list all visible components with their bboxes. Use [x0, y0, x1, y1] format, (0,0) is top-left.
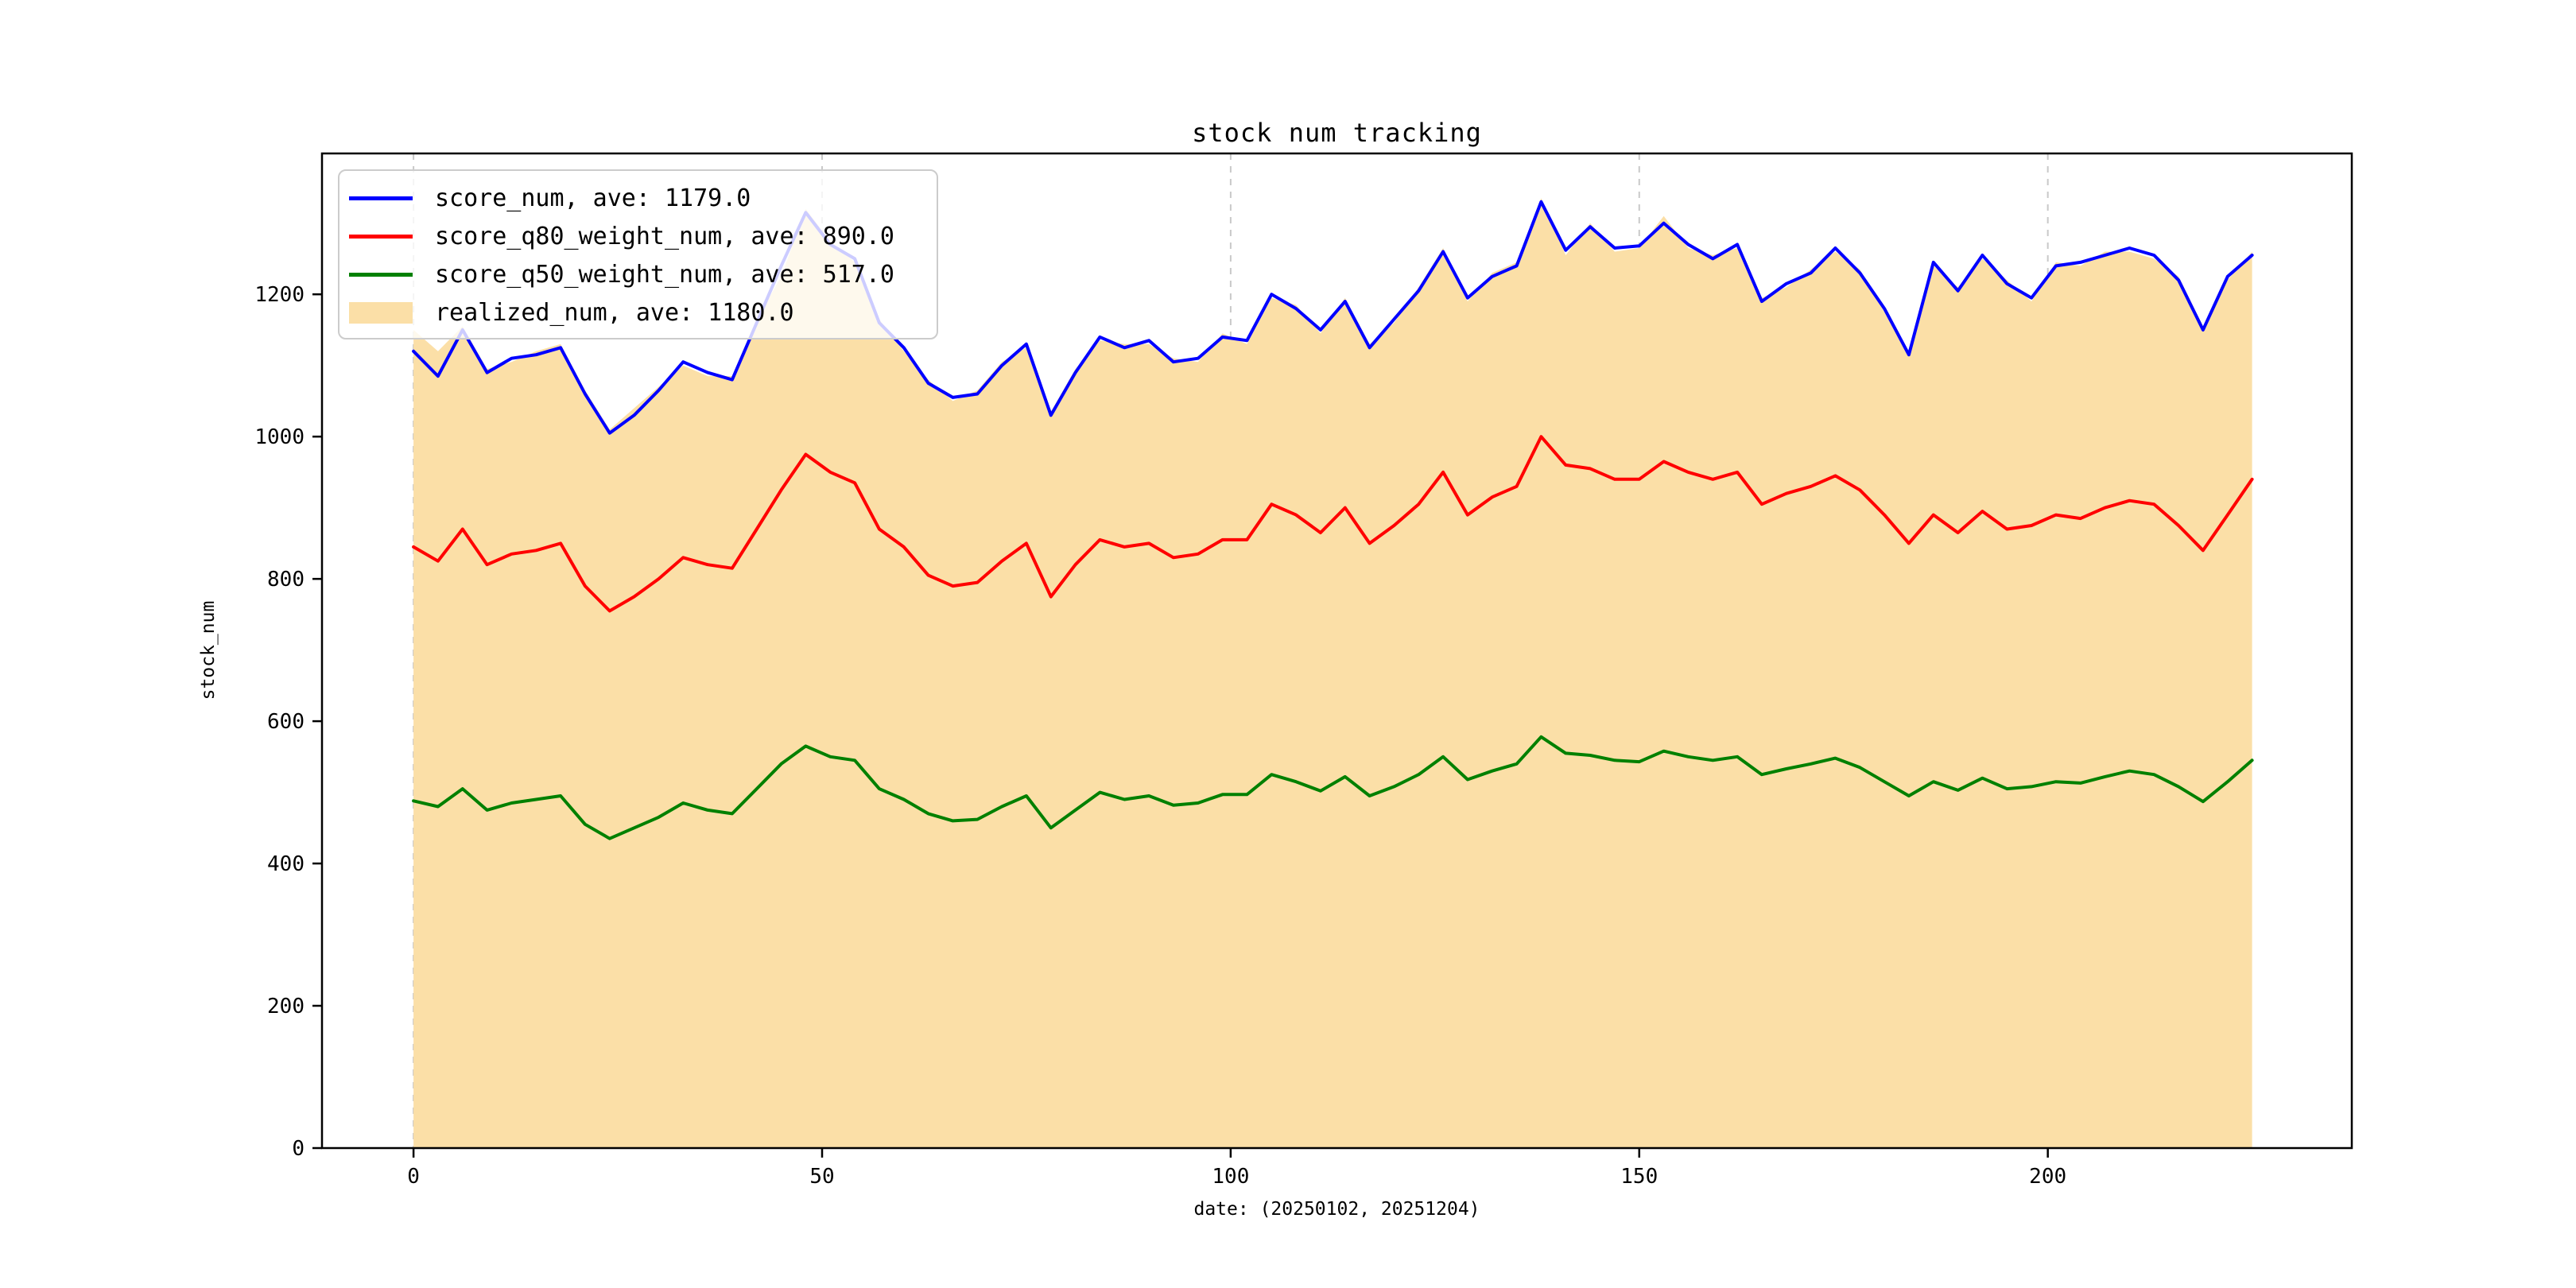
y-tick-label-200: 200	[267, 995, 305, 1018]
legend-label-realized-num: realized_num, ave: 1180.0	[435, 298, 794, 327]
y-tick-label-1200: 1200	[254, 283, 305, 307]
legend-row-score-q80-weight-num: score_q80_weight_num, ave: 890.0	[349, 217, 937, 255]
x-tick-label-150: 150	[1620, 1165, 1658, 1189]
legend-patch-swatch-realized-num	[349, 301, 413, 324]
legend-line-swatch-score-num	[349, 196, 413, 200]
legend: score_num, ave: 1179.0 score_q80_weight_…	[338, 169, 938, 339]
y-tick-label-800: 800	[267, 568, 305, 592]
line-score_q50_weight_num	[412, 735, 2254, 840]
legend-row-realized-num: realized_num, ave: 1180.0	[349, 293, 937, 332]
y-tick-label-0: 0	[292, 1137, 305, 1161]
legend-line-swatch-score-q50-weight-num	[349, 272, 413, 277]
x-tick-label-100: 100	[1212, 1165, 1249, 1189]
x-tick-label-0: 0	[407, 1165, 420, 1189]
y-tick-label-1000: 1000	[254, 425, 305, 449]
y-axis-label: stock_num	[198, 600, 219, 700]
x-tick-label-50: 50	[809, 1165, 834, 1189]
x-axis-label: date: (20250102, 20251204)	[1193, 1199, 1480, 1220]
y-tick-label-600: 600	[267, 710, 305, 734]
line-score_num	[412, 200, 2254, 435]
legend-label-score-num: score_num, ave: 1179.0	[435, 184, 751, 212]
x-tick-label-200: 200	[2029, 1165, 2066, 1189]
plot-border	[320, 152, 2353, 1150]
chart-title: stock num tracking	[1192, 118, 1482, 148]
y-tick-label-400: 400	[267, 852, 305, 876]
legend-row-score-q50-weight-num: score_q50_weight_num, ave: 517.0	[349, 255, 937, 293]
legend-label-score-q50-weight-num: score_q50_weight_num, ave: 517.0	[435, 260, 894, 289]
legend-label-score-q80-weight-num: score_q80_weight_num, ave: 890.0	[435, 222, 894, 250]
legend-line-swatch-score-q80-weight-num	[349, 234, 413, 239]
legend-row-score-num: score_num, ave: 1179.0	[349, 179, 937, 217]
line-score_q80_weight_num	[412, 435, 2254, 613]
area-realized_num	[413, 198, 2252, 1148]
